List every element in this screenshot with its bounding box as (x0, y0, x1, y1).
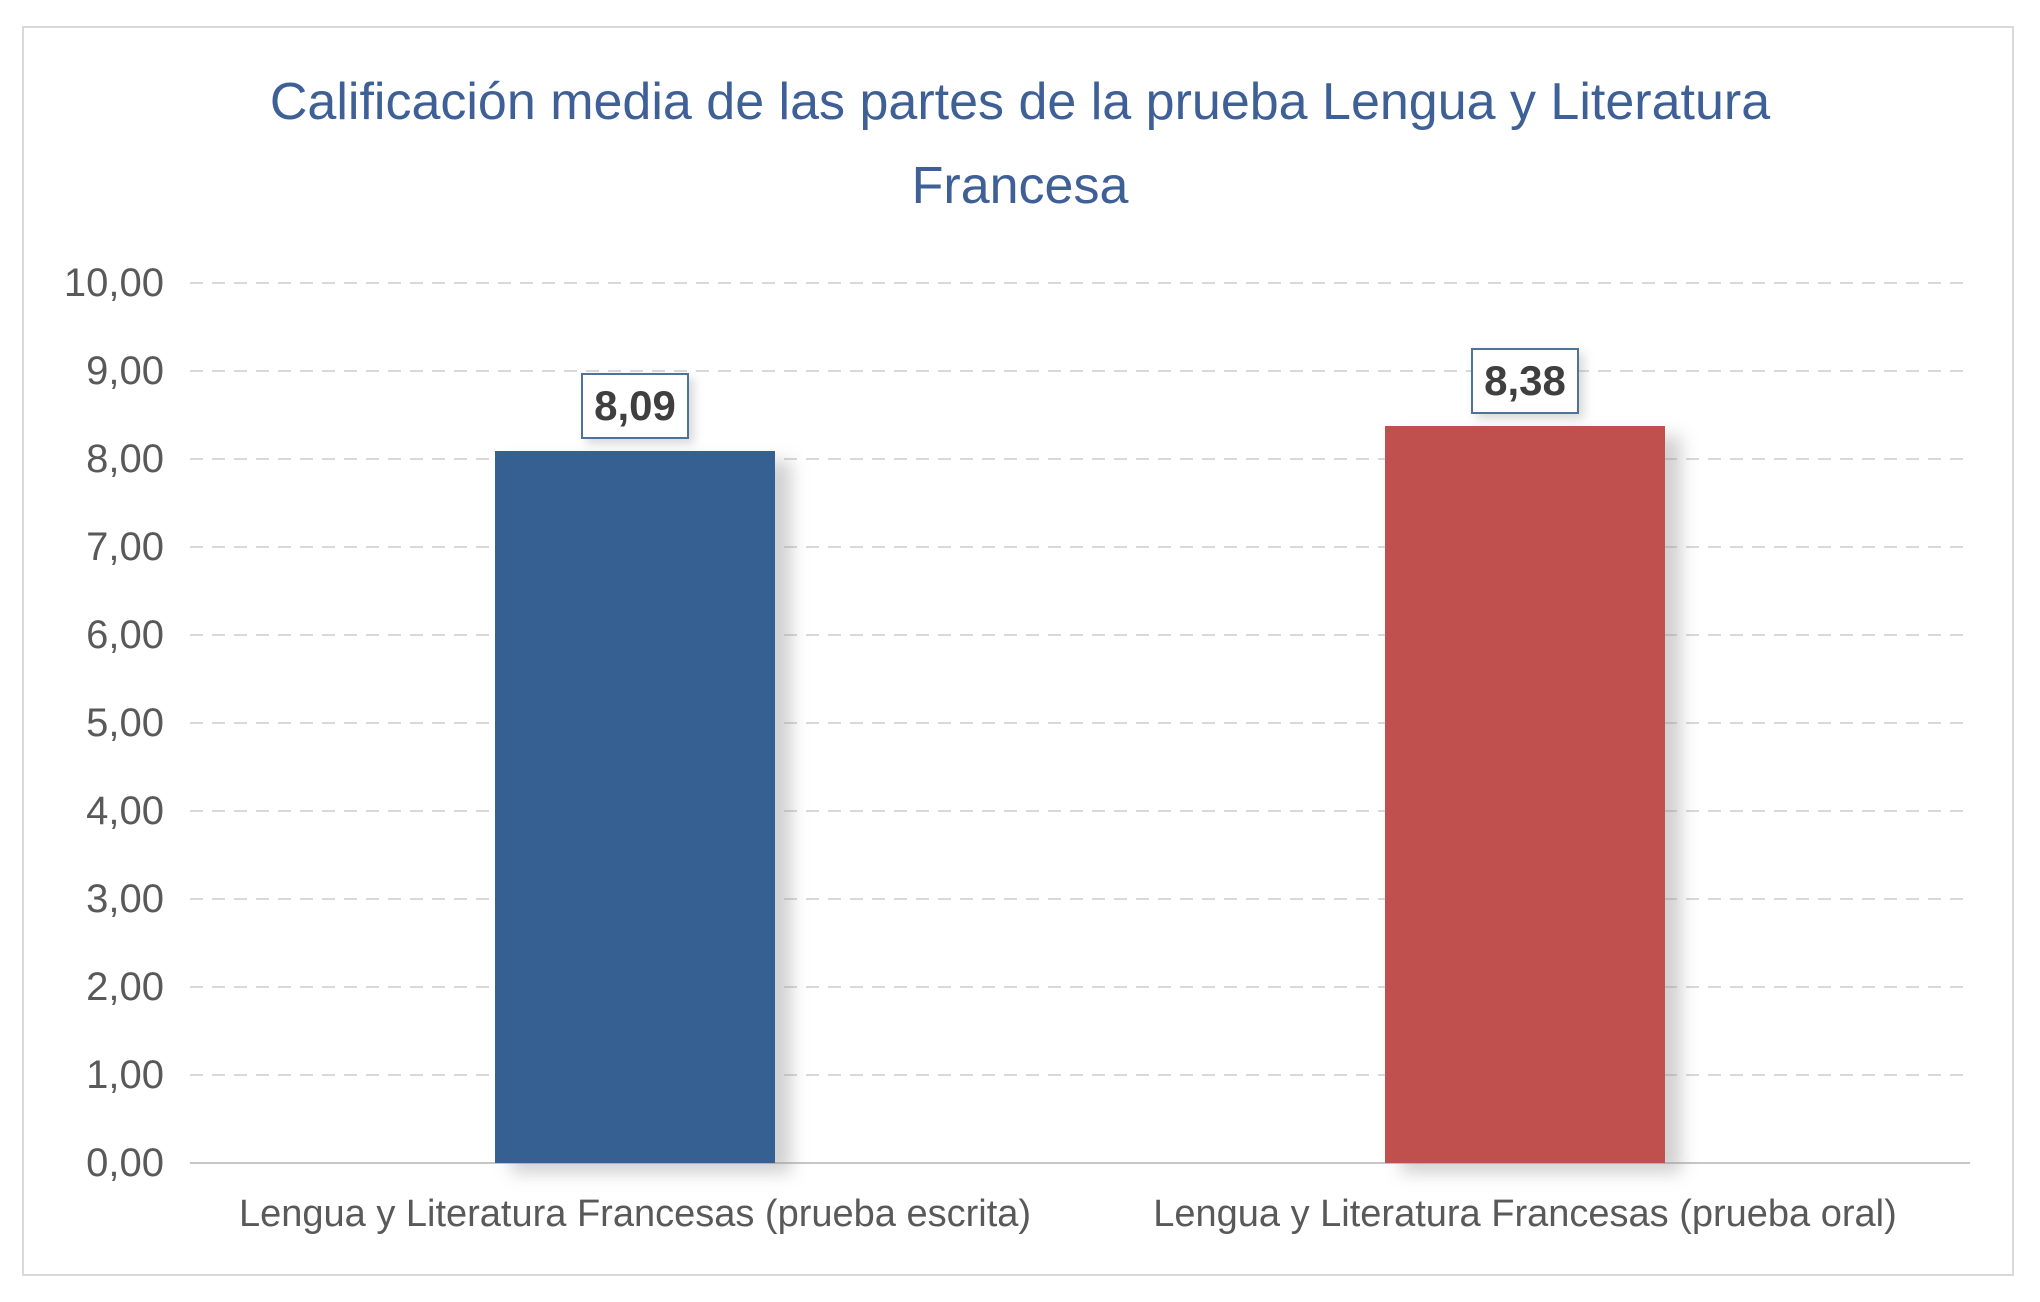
y-tick-label: 2,00 (86, 965, 164, 1009)
bar (1385, 425, 1665, 1163)
gridline (190, 546, 1970, 548)
gridline (190, 986, 1970, 988)
bar (495, 451, 775, 1163)
gridline (190, 898, 1970, 900)
x-category-label: Lengua y Literatura Francesas (prueba or… (1153, 1193, 1897, 1235)
y-tick-label: 3,00 (86, 877, 164, 921)
plot-area: 8,09 8,38 (190, 282, 1970, 1164)
gridline (190, 1074, 1970, 1076)
y-tick-label: 0,00 (86, 1141, 164, 1185)
y-tick-label: 10,00 (63, 261, 164, 305)
y-tick-label: 8,00 (86, 437, 164, 481)
gridline (190, 370, 1970, 372)
chart-title: Calificación media de las partes de la p… (269, 73, 1771, 215)
gridline (190, 458, 1970, 460)
gridline (190, 722, 1970, 724)
x-axis-line (190, 1162, 1970, 1164)
y-tick-label: 4,00 (86, 789, 164, 833)
y-tick-label: 7,00 (86, 525, 164, 569)
y-tick-label: 9,00 (86, 349, 164, 393)
value-label-box: 8,38 (1471, 347, 1579, 414)
gridline (190, 810, 1970, 812)
y-tick-label: 6,00 (86, 613, 164, 657)
gridline (190, 634, 1970, 636)
gridline (190, 282, 1970, 284)
chart-frame (22, 26, 2014, 1276)
y-tick-label: 1,00 (86, 1053, 164, 1097)
y-tick-label: 5,00 (86, 701, 164, 745)
value-label-box: 8,09 (581, 373, 689, 440)
x-category-label: Lengua y Literatura Francesas (prueba es… (238, 1193, 1032, 1235)
